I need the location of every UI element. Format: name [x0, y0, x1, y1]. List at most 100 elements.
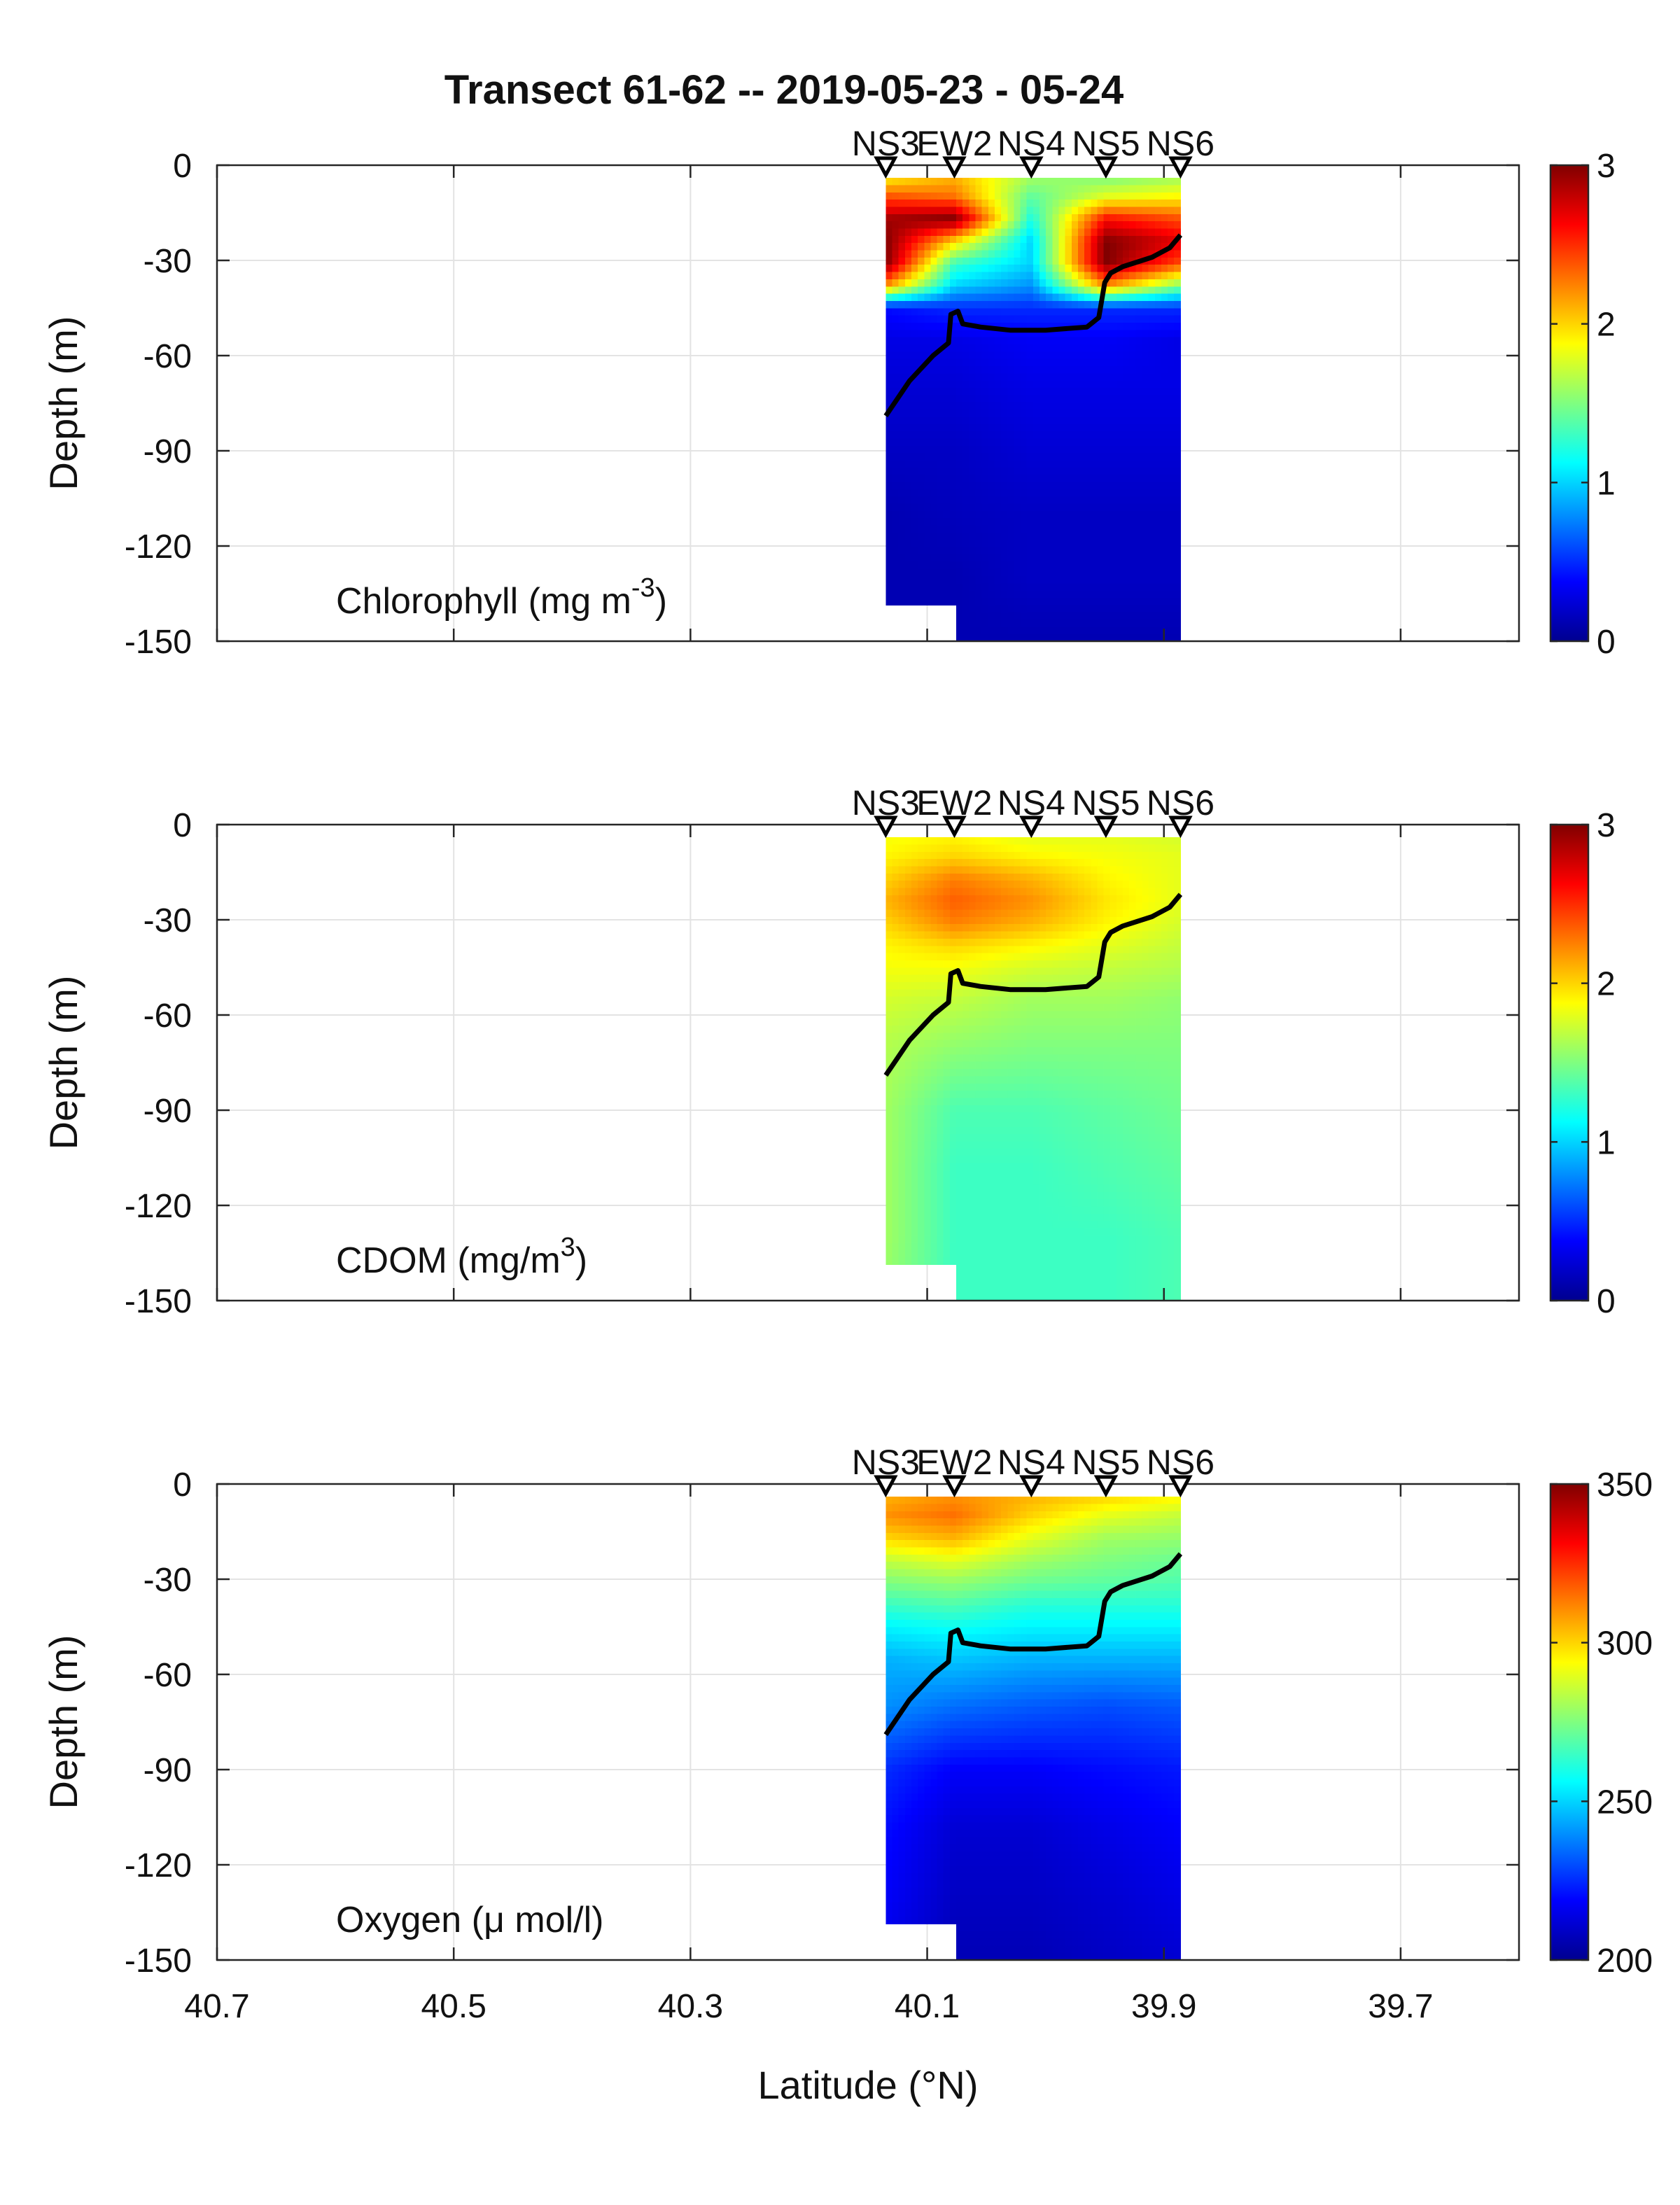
heatmap-cell [1161, 532, 1168, 540]
heatmap-cell [1046, 866, 1054, 874]
heatmap-cell [892, 243, 899, 251]
heatmap-cell [975, 634, 983, 642]
heatmap-cell [1091, 496, 1098, 505]
heatmap-cell [1020, 554, 1028, 562]
heatmap-cell [1091, 626, 1098, 635]
heatmap-cell [1007, 1177, 1015, 1186]
heatmap-cell [956, 402, 963, 410]
heatmap-cell [943, 518, 951, 526]
heatmap-cell [988, 272, 995, 280]
heatmap-cell [956, 554, 963, 562]
heatmap-cell [911, 989, 918, 997]
heatmap-cell [1014, 1011, 1021, 1019]
heatmap-cell [981, 351, 989, 360]
heatmap-cell [937, 214, 944, 222]
heatmap-cell [1135, 467, 1143, 475]
heatmap-cell [1091, 612, 1098, 620]
heatmap-cell [1058, 895, 1066, 903]
heatmap-cell [1001, 634, 1009, 642]
heatmap-cell [1078, 1011, 1085, 1019]
heatmap-cell [975, 1098, 983, 1106]
heatmap-cell [1071, 257, 1079, 265]
heatmap-cell [1052, 612, 1060, 620]
heatmap-cell [969, 1076, 976, 1084]
heatmap-cell [1174, 575, 1182, 584]
heatmap-cell [898, 1242, 906, 1251]
heatmap-cell [1020, 525, 1028, 533]
heatmap-cell [924, 938, 932, 946]
heatmap-cell [956, 475, 963, 483]
heatmap-cell [918, 1091, 925, 1099]
heatmap-cell [1154, 518, 1162, 526]
heatmap-cell [1058, 909, 1066, 918]
heatmap-cell [1052, 185, 1060, 193]
heatmap-cell [995, 330, 1002, 338]
heatmap-cell [969, 989, 976, 997]
heatmap-cell [969, 1293, 976, 1301]
heatmap-cell [886, 243, 893, 251]
heatmap-cell [1052, 575, 1060, 584]
heatmap-cell [1084, 873, 1092, 881]
heatmap-cell [943, 503, 951, 512]
heatmap-cell [904, 206, 912, 215]
heatmap-cell [1110, 308, 1117, 316]
heatmap-cell [949, 510, 957, 519]
heatmap-cell [1135, 489, 1143, 497]
heatmap-cell [904, 960, 912, 968]
heatmap-cell [1103, 475, 1111, 483]
heatmap-cell [1123, 373, 1130, 382]
heatmap-cell [911, 518, 918, 526]
heatmap-cell [1020, 214, 1028, 222]
heatmap-cell [995, 1083, 1002, 1091]
heatmap-cell [995, 496, 1002, 505]
heatmap-cell [1071, 1170, 1079, 1178]
heatmap-cell [1014, 221, 1021, 230]
heatmap-cell [1058, 489, 1066, 497]
heatmap-cell [956, 293, 963, 302]
heatmap-cell [1065, 388, 1072, 396]
heatmap-cell [943, 185, 951, 193]
heatmap-cell [1174, 380, 1182, 388]
heatmap-cell [911, 931, 918, 939]
heatmap-cell [1058, 214, 1066, 222]
heatmap-cell [1078, 1170, 1085, 1178]
heatmap-cell [892, 532, 899, 540]
heatmap-cell [962, 351, 970, 360]
heatmap-cell [943, 844, 951, 853]
heatmap-cell [1046, 1004, 1054, 1012]
heatmap-cell [1014, 1119, 1021, 1128]
heatmap-cell [1058, 1213, 1066, 1222]
heatmap-cell [995, 489, 1002, 497]
heatmap-cell [1052, 460, 1060, 468]
heatmap-cell [981, 554, 989, 562]
heatmap-cell [1116, 561, 1124, 570]
heatmap-cell [904, 1170, 912, 1178]
heatmap-cell [975, 380, 983, 388]
heatmap-cell [898, 315, 906, 323]
heatmap-cell [1071, 1250, 1079, 1258]
heatmap-cell [1020, 445, 1028, 454]
heatmap-cell [988, 286, 995, 295]
heatmap-cell [1040, 272, 1046, 280]
heatmap-cell [1097, 185, 1105, 193]
heatmap-cell [1148, 323, 1156, 331]
heatmap-cell [1046, 1191, 1054, 1200]
heatmap-cell [969, 547, 976, 555]
heatmap-cell [1052, 967, 1060, 976]
heatmap-cell [1097, 192, 1105, 200]
heatmap-cell [1052, 410, 1060, 418]
heatmap-cell [1032, 620, 1040, 628]
heatmap-cell [1123, 228, 1130, 237]
heatmap-cell [1154, 467, 1162, 475]
heatmap-cell [1071, 1126, 1079, 1135]
heatmap-cell [1071, 946, 1079, 954]
heatmap-cell [1014, 475, 1021, 483]
heatmap-cell [1040, 206, 1046, 215]
heatmap-cell [1058, 445, 1066, 454]
heatmap-cell [892, 358, 899, 367]
heatmap-cell [1071, 1054, 1079, 1063]
heatmap-cell [1091, 532, 1098, 540]
heatmap-cell [937, 1112, 944, 1121]
heatmap-cell [1052, 200, 1060, 208]
heatmap-cell [937, 974, 944, 983]
